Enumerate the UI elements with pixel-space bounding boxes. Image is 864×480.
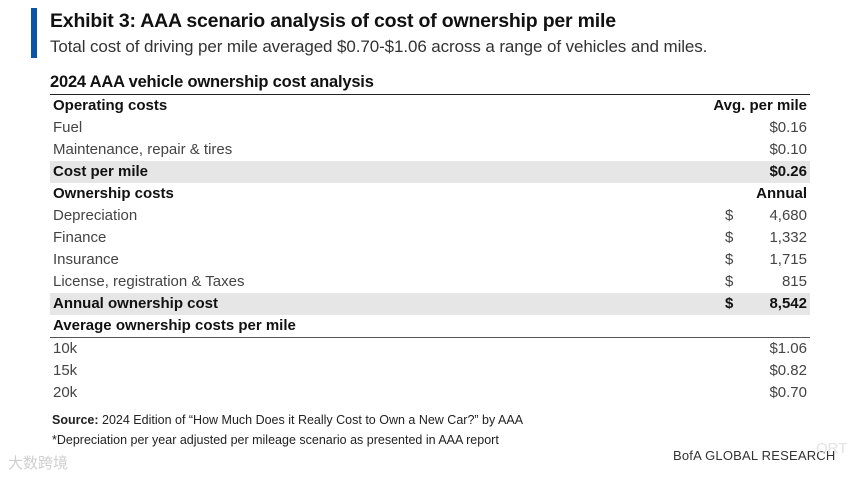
per-mile-header: Average ownership costs per mile — [53, 317, 296, 334]
row-label: Maintenance, repair & tires — [53, 141, 233, 158]
ownership-costs-header-row: Ownership costs Annual — [50, 183, 810, 205]
per-mile-header-row: Average ownership costs per mile — [50, 315, 810, 338]
table-title-rule — [50, 94, 810, 95]
table-title: 2024 AAA vehicle ownership cost analysis — [50, 73, 374, 91]
annual-ownership-total-row: Annual ownership cost $ 8,542 — [50, 293, 810, 315]
footnote: *Depreciation per year adjusted per mile… — [52, 433, 499, 447]
row-value: $0.10 — [769, 141, 807, 158]
row-value: 8,542 — [769, 295, 807, 312]
table-row: Depreciation $ 4,680 — [50, 205, 810, 227]
row-label: Annual ownership cost — [53, 295, 219, 312]
row-label: 15k — [53, 362, 78, 379]
currency-symbol: $ — [725, 207, 734, 224]
cost-per-mile-total-row: Cost per mile $0.26 — [50, 161, 810, 183]
row-value: 815 — [781, 273, 807, 290]
source-text: 2024 Edition of “How Much Does it Really… — [98, 413, 524, 427]
brand-label: BofA GLOBAL RESEARCH — [673, 448, 836, 463]
currency-symbol: $ — [725, 295, 734, 312]
table-row: 20k $0.70 — [50, 382, 810, 404]
table-row: License, registration & Taxes $ 815 — [50, 271, 810, 293]
row-value: $0.26 — [769, 163, 807, 180]
watermark: 大数跨境 — [8, 455, 69, 472]
exhibit-title: Exhibit 3: AAA scenario analysis of cost… — [50, 10, 616, 32]
source-key: Source: — [52, 413, 99, 427]
table-row: Finance $ 1,332 — [50, 227, 810, 249]
exhibit-header: Exhibit 3: AAA scenario analysis of cost… — [50, 8, 844, 59]
cost-table: 2024 AAA vehicle ownership cost analysis… — [50, 70, 810, 404]
accent-bar — [31, 8, 37, 58]
row-label: Fuel — [53, 119, 83, 136]
row-label: Insurance — [53, 251, 119, 268]
row-value: 1,715 — [769, 251, 807, 268]
table-row: 15k $0.82 — [50, 360, 810, 382]
table-row: Insurance $ 1,715 — [50, 249, 810, 271]
row-label: Depreciation — [53, 207, 138, 224]
row-value: 4,680 — [769, 207, 807, 224]
row-label: License, registration & Taxes — [53, 273, 245, 290]
currency-symbol: $ — [725, 251, 734, 268]
operating-costs-header: Operating costs — [53, 97, 168, 114]
annual-header: Annual — [756, 185, 807, 202]
row-label: 20k — [53, 384, 78, 401]
table-row: 10k $1.06 — [50, 338, 810, 360]
currency-symbol: $ — [725, 273, 734, 290]
source-note: Source: 2024 Edition of “How Much Does i… — [52, 411, 523, 430]
avg-per-mile-header: Avg. per mile — [713, 97, 807, 114]
row-value: 1,332 — [769, 229, 807, 246]
exhibit-subtitle: Total cost of driving per mile averaged … — [50, 37, 708, 56]
row-label: Cost per mile — [53, 163, 149, 180]
row-value: $0.16 — [769, 119, 807, 136]
row-value: $0.82 — [769, 362, 807, 379]
row-value: $1.06 — [769, 340, 807, 357]
row-label: Finance — [53, 229, 107, 246]
table-row: Maintenance, repair & tires $0.10 — [50, 139, 810, 161]
ownership-costs-header: Ownership costs — [53, 185, 174, 202]
currency-symbol: $ — [725, 229, 734, 246]
watermark-right: ORT — [816, 440, 848, 457]
row-label: 10k — [53, 340, 78, 357]
row-value: $0.70 — [769, 384, 807, 401]
operating-costs-header-row: Operating costs Avg. per mile — [50, 95, 810, 117]
table-row: Fuel $0.16 — [50, 117, 810, 139]
